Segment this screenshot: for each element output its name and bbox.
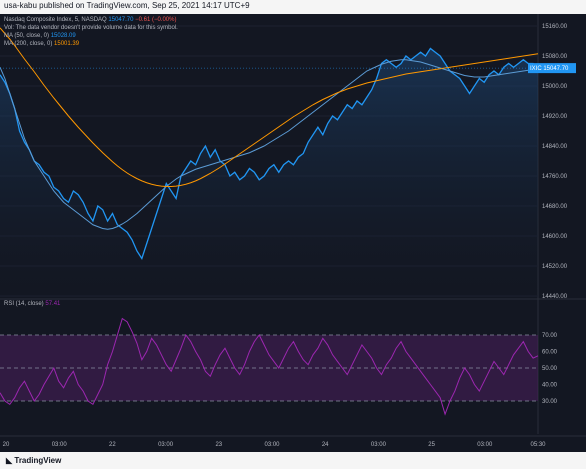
chart-canvas[interactable]: 15160.00 15080.00 15000.00 14920.00 14840.00… (0, 14, 586, 452)
time-tick-label: 20 (3, 442, 10, 448)
rsi-tick-label: 40.00 (542, 383, 558, 389)
price-tag-label: IXIC 15047.70 (530, 66, 569, 72)
publish-bar: usa-kabu published on TradingView.com, S… (0, 0, 586, 14)
time-tick-label: 03:00 (371, 442, 387, 448)
price-tick-label: 15080.00 (542, 54, 568, 60)
legend-symbol-name: Nasdaq Composite Index, 5, NASDAQ (4, 17, 107, 23)
legend-rsi-name: RSI (14, close) (4, 301, 44, 307)
legend-rsi-value: 57.41 (45, 301, 61, 307)
time-tick-label: 22 (109, 442, 116, 448)
price-tick-label: 15000.00 (542, 84, 568, 90)
time-tick-label: 03:00 (52, 442, 68, 448)
price-tick-label: 14920.00 (542, 114, 568, 120)
time-tick-label: 05:30 (530, 442, 546, 448)
legend-ma200: MA (200, close, 0) 15001.39 (4, 40, 79, 48)
legend-ma50-name: MA (50, close, 0) (4, 33, 50, 39)
legend-volume-note: Vol: The data vendor doesn't provide vol… (4, 25, 178, 31)
price-area-fill (0, 48, 538, 296)
price-tick-label: 14440.00 (542, 294, 568, 300)
brand-bar: ◣ TradingView (0, 452, 586, 469)
rsi-line (0, 317, 539, 416)
time-tick-label: 03:00 (264, 442, 280, 448)
legend-ma50: MA (50, close, 0) 15028.09 (4, 32, 76, 40)
price-tick-label: 14600.00 (542, 234, 568, 240)
ma200-line (0, 27, 539, 187)
time-tick-label: 03:00 (158, 442, 174, 448)
price-tick-label: 15160.00 (542, 24, 568, 30)
price-tick-label: 14840.00 (542, 144, 568, 150)
legend-last-price: 15047.70 (108, 17, 134, 23)
time-tick-label: 03:00 (477, 442, 493, 448)
price-tick-label: 14520.00 (542, 264, 568, 270)
rsi-tick-label: 30.00 (542, 399, 558, 405)
price-tick-label: 14760.00 (542, 174, 568, 180)
legend-symbol-line: Nasdaq Composite Index, 5, NASDAQ 15047.… (4, 16, 176, 24)
tradingview-icon: ◣ (6, 456, 15, 465)
time-tick-label: 25 (428, 442, 435, 448)
publish-text: usa-kabu published on TradingView.com, S… (4, 1, 250, 10)
rsi-tick-label: 70.00 (542, 333, 558, 339)
price-tick-label: 14680.00 (542, 204, 568, 210)
time-tick-label: 24 (322, 442, 329, 448)
rsi-tick-label: 50.00 (542, 366, 558, 372)
time-tick-label: 23 (215, 442, 222, 448)
legend-ma200-name: MA (200, close, 0) (4, 41, 53, 47)
legend-ma200-value: 15001.39 (54, 41, 80, 47)
rsi-tick-label: 60.00 (542, 350, 558, 356)
ma50-line (0, 59, 539, 230)
legend-rsi: RSI (14, close) 57.41 (4, 300, 60, 308)
price-line (0, 47, 539, 260)
tradingview-logo: ◣ TradingView (6, 456, 61, 465)
legend-ma50-value: 15028.09 (50, 33, 76, 39)
price-tag (528, 63, 576, 74)
legend-change: −0.61 (−0.00%) (135, 17, 177, 23)
brand-text: TradingView (14, 456, 62, 465)
